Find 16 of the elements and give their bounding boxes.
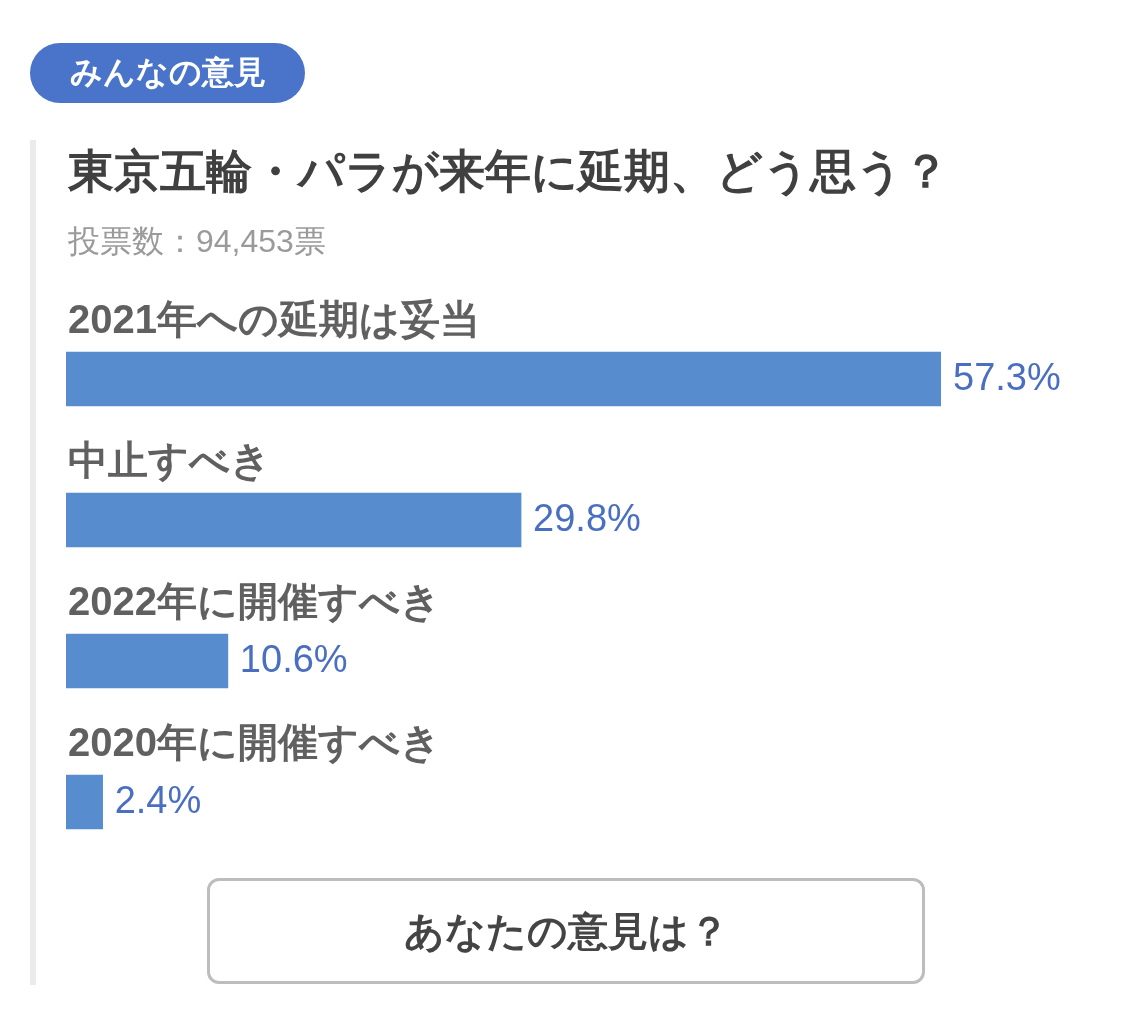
bar (66, 774, 103, 830)
opinion-button: あなたの意見は？ (207, 878, 925, 984)
bar (66, 351, 941, 407)
data-label: 29.8% (533, 497, 641, 540)
y-tick-label: 中止すべき (68, 438, 271, 484)
data-label: 57.3% (953, 356, 1061, 399)
data-label: 2.4% (114, 779, 202, 822)
y-tick-label: 2020年に開催すべき (68, 720, 441, 766)
chart-title: 東京五輪・パラが来年に延期、どう思う？ (68, 145, 949, 197)
y-tick-label: 2021年への延期は妥当 (68, 297, 480, 342)
bar (66, 633, 229, 689)
chart-subtitle: 投票数：94,453票 (68, 223, 326, 259)
badge: みんなの意見 (30, 43, 305, 103)
y-tick-label: 2022年に開催すべき (68, 579, 441, 625)
bar (66, 492, 522, 548)
data-label: 10.6% (239, 638, 348, 681)
